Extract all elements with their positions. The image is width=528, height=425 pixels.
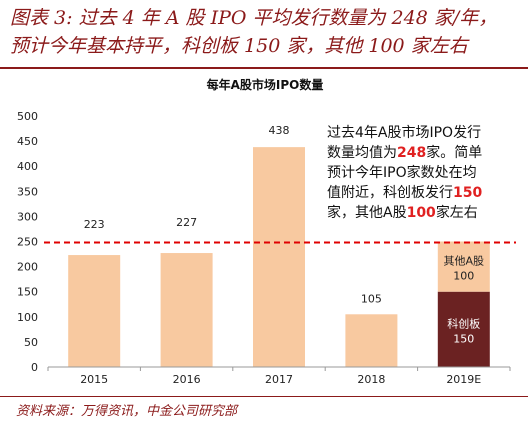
y-tick-label: 100 [17,311,38,324]
annotation-line: 家，其他A股100家左右 [327,204,478,221]
annotation-highlight: 248 [397,145,426,161]
bar [345,314,398,367]
bar-value-label: 438 [269,124,290,137]
bar [160,253,213,367]
annotation-segment: 值附近，科创板发行 [327,185,453,201]
bar-chart: 每年A股市场IPO数量 0 50 100 150 200 250 300 350 400 450 5… [17,77,516,386]
y-tick-label: 200 [17,261,38,274]
bar-value-label: 223 [84,218,105,231]
bar [68,255,121,367]
annotation-line: 值附近，科创板发行150 [327,185,482,201]
x-tick-label: 2018 [357,373,385,386]
figure-header: 图表 3: 过去 4 年 A 股 IPO 平均发行数量为 248 家/年， 预计… [10,4,520,60]
bar-segment [437,291,490,367]
x-tick-label: 2019E [446,373,481,386]
annotation-segment: 家，其他A股 [327,204,407,221]
bars: 223 227 438 105 科创板 150 其他A股 100 [68,124,490,367]
y-tick-label: 150 [17,286,38,299]
footer-divider [0,396,528,397]
chart-title: 每年A股市场IPO数量 [207,77,324,92]
segment-value-label: 100 [453,270,474,283]
bar [253,147,305,367]
x-tick-label: 2017 [265,373,293,386]
annotation-line: 预计今年IPO家数处在均 [327,164,477,181]
bar-segment [437,241,490,292]
y-tick-label: 0 [31,361,38,374]
y-tick-label: 450 [17,135,38,148]
figure-title-line2: 预计今年基本持平，科创板 150 家，其他 100 家左右 [10,35,468,57]
x-axis: 2015 2016 2017 2018 2019E [47,366,511,386]
y-axis: 0 50 100 150 200 250 300 350 400 450 500 [17,110,38,374]
annotation-highlight: 150 [453,185,482,201]
annotation-highlight: 100 [407,205,436,221]
y-tick-label: 500 [17,110,38,123]
bar-value-label: 227 [176,216,197,229]
x-tick-label: 2016 [173,373,201,386]
y-tick-label: 250 [17,236,38,249]
segment-value-label: 150 [453,332,474,345]
annotation-segment: 家。简单 [426,144,482,161]
y-tick-label: 50 [24,336,38,349]
annotation-segment: 过去4年A股市场IPO发行 [327,124,481,141]
segment-name-label: 科创板 [447,316,480,330]
y-tick-label: 350 [17,185,38,198]
source-note: 资料来源：万得资讯，中金公司研究部 [16,404,238,419]
segment-name-label: 其他A股 [444,255,485,268]
header-divider [0,67,528,69]
annotation-segment: 家左右 [436,204,478,221]
annotation-segment: 预计今年IPO家数处在均 [327,164,477,181]
annotation-text: 过去4年A股市场IPO发行数量均值为248家。简单预计今年IPO家数处在均值附近… [327,124,482,221]
annotation-segment: 数量均值为 [327,145,397,161]
figure-title-line1: 图表 3: 过去 4 年 A 股 IPO 平均发行数量为 248 家/年， [10,7,498,29]
bar-value-label: 105 [361,292,382,305]
annotation-line: 过去4年A股市场IPO发行 [327,124,481,141]
annotation-line: 数量均值为248家。简单 [327,144,482,161]
y-tick-label: 300 [17,210,38,223]
x-tick-label: 2015 [80,373,108,386]
y-tick-label: 400 [17,160,38,173]
